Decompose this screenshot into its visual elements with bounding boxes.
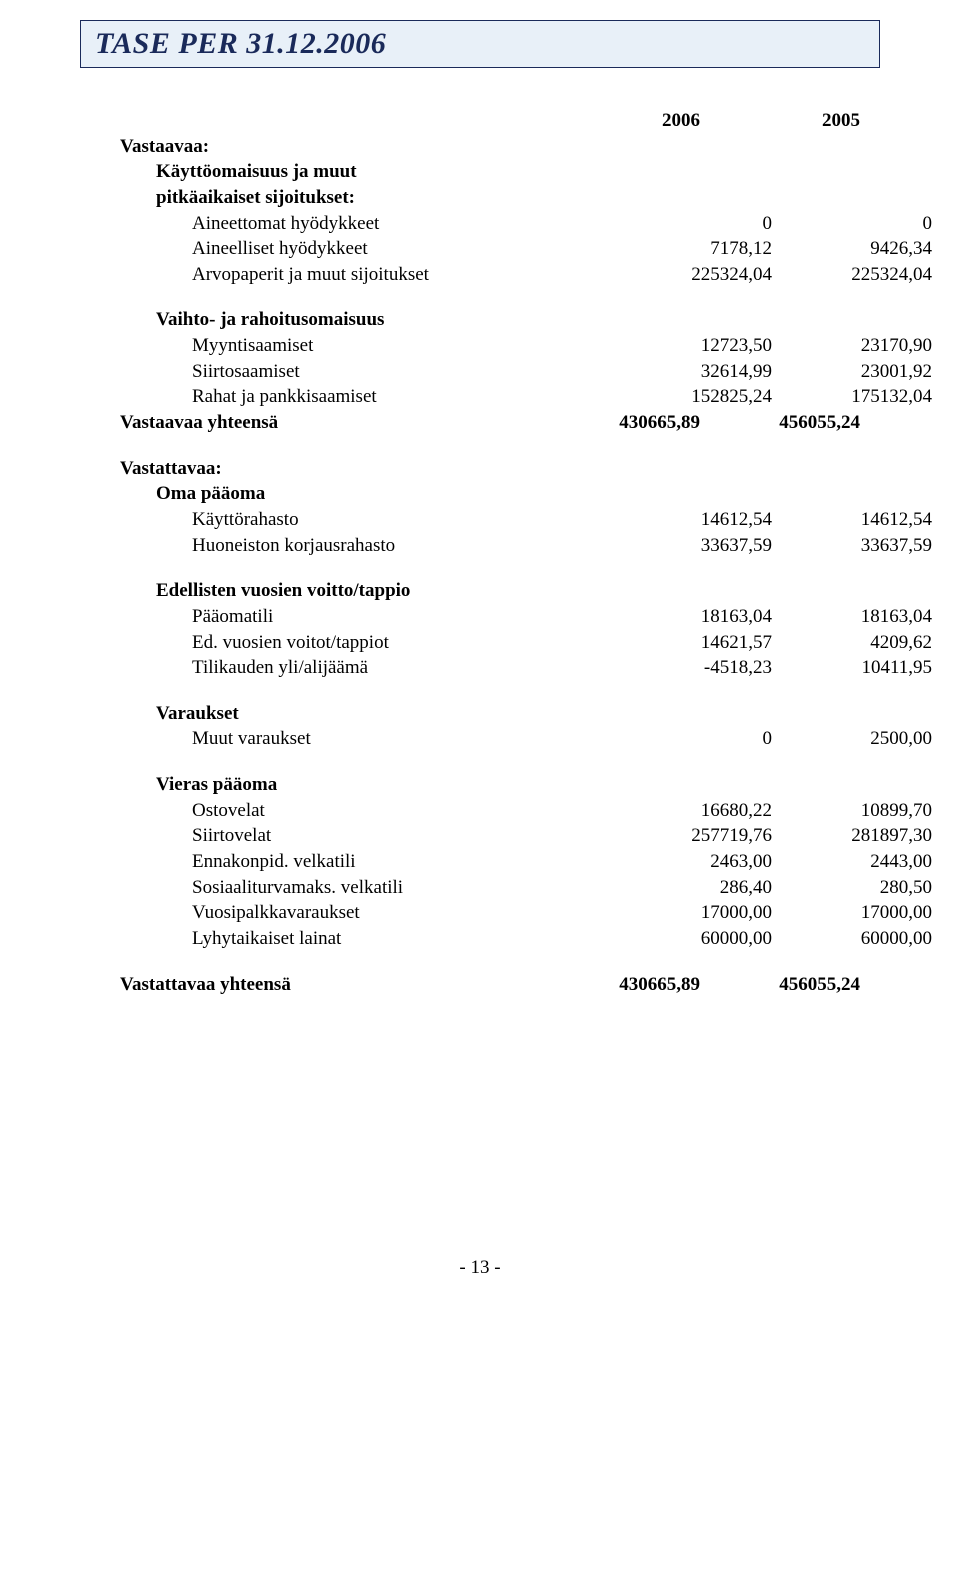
row-label: Sosiaaliturvamaks. velkatili [120, 875, 612, 901]
group-vieras: Vieras pääoma [120, 772, 576, 798]
table-row: Myyntisaamiset 12723,50 23170,90 [120, 333, 880, 359]
table-row: Aineettomat hyödykkeet 0 0 [120, 211, 880, 237]
group-vaihto: Vaihto- ja rahoitusomaisuus [120, 307, 576, 333]
group-edellisten: Edellisten vuosien voitto/tappio [120, 578, 576, 604]
table-row: Vuosipalkkavaraukset 17000,00 17000,00 [120, 900, 880, 926]
row-val-a: 60000,00 [612, 926, 772, 952]
row-val-a: 0 [612, 211, 772, 237]
group-oma-paaoma: Oma pääoma [120, 481, 576, 507]
row-label: Ennakonpid. velkatili [120, 849, 612, 875]
row-val-b: 225324,04 [772, 262, 932, 288]
table-row: Aineelliset hyödykkeet 7178,12 9426,34 [120, 236, 880, 262]
row-val-a: 2463,00 [612, 849, 772, 875]
row-val-a: 225324,04 [612, 262, 772, 288]
row-label: Aineelliset hyödykkeet [120, 236, 612, 262]
balance-sheet-table: 2006 2005 Vastaavaa: Käyttöomaisuus ja m… [80, 108, 880, 997]
row-val-a: 14612,54 [612, 507, 772, 533]
row-label: Vuosipalkkavaraukset [120, 900, 612, 926]
page-number: - 13 - [80, 1257, 880, 1279]
row-label: Tilikauden yli/alijäämä [120, 655, 612, 681]
row-label: Siirtovelat [120, 823, 612, 849]
table-row: Ostovelat 16680,22 10899,70 [120, 798, 880, 824]
table-row: Siirtovelat 257719,76 281897,30 [120, 823, 880, 849]
row-label: Vastaavaa yhteensä [120, 410, 540, 436]
row-val-a: 12723,50 [612, 333, 772, 359]
row-label: Huoneiston korjausrahasto [120, 533, 612, 559]
row-label: Muut varaukset [120, 726, 612, 752]
table-row: Siirtosaamiset 32614,99 23001,92 [120, 359, 880, 385]
row-val-b: 17000,00 [772, 900, 932, 926]
row-val-a: 430665,89 [540, 972, 700, 998]
row-val-b: 10411,95 [772, 655, 932, 681]
row-label: Ed. vuosien voitot/tappiot [120, 630, 612, 656]
row-label: Aineettomat hyödykkeet [120, 211, 612, 237]
row-val-a: 7178,12 [612, 236, 772, 262]
row-val-b: 10899,70 [772, 798, 932, 824]
row-val-b: 2443,00 [772, 849, 932, 875]
row-val-a: 152825,24 [612, 384, 772, 410]
header-row: 2006 2005 [120, 108, 880, 134]
table-row: Rahat ja pankkisaamiset 152825,24 175132… [120, 384, 880, 410]
row-val-a: 18163,04 [612, 604, 772, 630]
row-label: Vastattavaa yhteensä [120, 972, 540, 998]
row-val-b: 33637,59 [772, 533, 932, 559]
row-val-b: 2500,00 [772, 726, 932, 752]
row-label: Arvopaperit ja muut sijoitukset [120, 262, 612, 288]
row-val-a: 430665,89 [540, 410, 700, 436]
table-row: Ed. vuosien voitot/tappiot 14621,57 4209… [120, 630, 880, 656]
row-val-b: 175132,04 [772, 384, 932, 410]
page-title: TASE PER 31.12.2006 [95, 27, 386, 60]
table-row: Arvopaperit ja muut sijoitukset 225324,0… [120, 262, 880, 288]
table-row: Huoneiston korjausrahasto 33637,59 33637… [120, 533, 880, 559]
row-val-b: 281897,30 [772, 823, 932, 849]
row-val-a: 14621,57 [612, 630, 772, 656]
row-val-a: 257719,76 [612, 823, 772, 849]
row-label: Pääomatili [120, 604, 612, 630]
row-val-a: 32614,99 [612, 359, 772, 385]
col-header-2006: 2006 [540, 108, 700, 134]
col-header-2005: 2005 [700, 108, 860, 134]
row-val-b: 456055,24 [700, 410, 860, 436]
table-row: Sosiaaliturvamaks. velkatili 286,40 280,… [120, 875, 880, 901]
group-kayttoomaisuus-1: Käyttöomaisuus ja muut [120, 159, 576, 185]
row-val-b: 14612,54 [772, 507, 932, 533]
table-row: Käyttörahasto 14612,54 14612,54 [120, 507, 880, 533]
group-varaukset: Varaukset [120, 701, 576, 727]
row-val-a: 286,40 [612, 875, 772, 901]
table-row: Tilikauden yli/alijäämä -4518,23 10411,9… [120, 655, 880, 681]
row-val-b: 456055,24 [700, 972, 860, 998]
row-val-b: 280,50 [772, 875, 932, 901]
row-val-a: 17000,00 [612, 900, 772, 926]
row-val-b: 4209,62 [772, 630, 932, 656]
table-row: Pääomatili 18163,04 18163,04 [120, 604, 880, 630]
row-label: Ostovelat [120, 798, 612, 824]
vastattavaa-total: Vastattavaa yhteensä 430665,89 456055,24 [120, 972, 880, 998]
table-row: Lyhytaikaiset lainat 60000,00 60000,00 [120, 926, 880, 952]
row-val-a: 33637,59 [612, 533, 772, 559]
row-label: Rahat ja pankkisaamiset [120, 384, 612, 410]
section-vastattavaa: Vastattavaa: [120, 456, 540, 482]
row-val-b: 23170,90 [772, 333, 932, 359]
row-label: Siirtosaamiset [120, 359, 612, 385]
row-val-a: 16680,22 [612, 798, 772, 824]
row-val-b: 23001,92 [772, 359, 932, 385]
row-val-b: 0 [772, 211, 932, 237]
group-kayttoomaisuus-2: pitkäaikaiset sijoitukset: [120, 185, 576, 211]
page-title-box: TASE PER 31.12.2006 [80, 20, 880, 68]
row-label: Lyhytaikaiset lainat [120, 926, 612, 952]
section-vastaavaa: Vastaavaa: [120, 134, 540, 160]
vastaavaa-total: Vastaavaa yhteensä 430665,89 456055,24 [120, 410, 880, 436]
row-val-b: 9426,34 [772, 236, 932, 262]
table-row: Ennakonpid. velkatili 2463,00 2443,00 [120, 849, 880, 875]
row-val-a: -4518,23 [612, 655, 772, 681]
table-row: Muut varaukset 0 2500,00 [120, 726, 880, 752]
row-val-b: 18163,04 [772, 604, 932, 630]
row-label: Käyttörahasto [120, 507, 612, 533]
row-val-b: 60000,00 [772, 926, 932, 952]
row-val-a: 0 [612, 726, 772, 752]
row-label: Myyntisaamiset [120, 333, 612, 359]
